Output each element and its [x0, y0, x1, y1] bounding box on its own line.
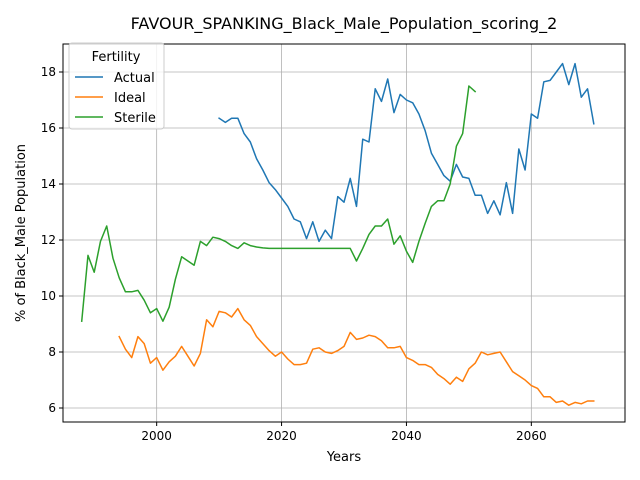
chart-title: FAVOUR_SPANKING_Black_Male_Population_sc… [131, 14, 558, 34]
axes-frame [62, 43, 626, 423]
series-line-ideal [118, 307, 595, 406]
series-line-sterile [80, 85, 477, 323]
y-tick-label: 10 [41, 289, 56, 303]
y-tick-label: 14 [41, 177, 56, 191]
series-line-actual [218, 62, 595, 243]
legend: Fertility Actual Ideal Sterile [68, 42, 165, 130]
y-tick-label: 6 [48, 401, 56, 415]
y-tick-label: 18 [41, 65, 56, 79]
x-tick-label: 2000 [141, 429, 172, 443]
plot-area [80, 62, 595, 406]
x-axis: 2000 2020 2040 2060 [141, 422, 547, 443]
y-axis: 6 8 10 12 14 16 18 [41, 65, 63, 415]
legend-box [68, 42, 165, 130]
x-axis-label: Years [326, 450, 362, 465]
y-axis-label: % of Black_Male Population [14, 144, 29, 322]
x-tick-label: 2060 [516, 429, 547, 443]
x-tick-label: 2020 [266, 429, 297, 443]
legend-label-actual: Actual [114, 71, 155, 86]
y-tick-label: 16 [41, 121, 56, 135]
x-tick-label: 2040 [391, 429, 422, 443]
legend-label-ideal: Ideal [114, 91, 146, 106]
y-tick-label: 8 [48, 345, 56, 359]
y-tick-label: 12 [41, 233, 56, 247]
legend-label-sterile: Sterile [114, 111, 156, 126]
legend-title: Fertility [92, 50, 141, 65]
